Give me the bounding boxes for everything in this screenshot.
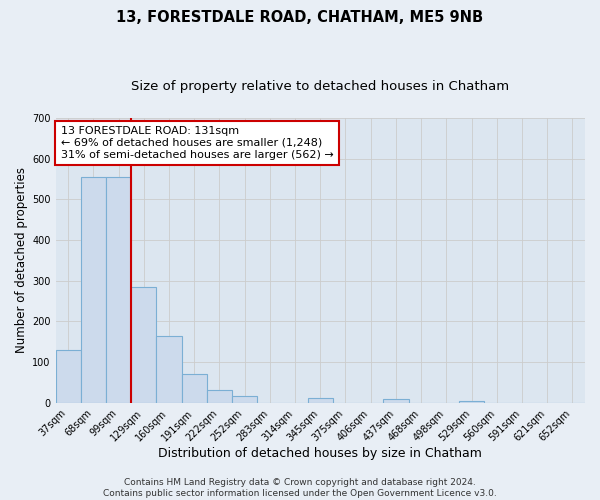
Bar: [308, 398, 333, 403]
Y-axis label: Number of detached properties: Number of detached properties: [15, 168, 28, 354]
Bar: [106, 177, 131, 403]
Text: Contains HM Land Registry data © Crown copyright and database right 2024.
Contai: Contains HM Land Registry data © Crown c…: [103, 478, 497, 498]
Bar: [207, 390, 232, 403]
Bar: [182, 374, 207, 403]
Bar: [131, 287, 157, 403]
Bar: [81, 177, 106, 403]
X-axis label: Distribution of detached houses by size in Chatham: Distribution of detached houses by size …: [158, 447, 482, 460]
Bar: [232, 396, 257, 403]
Text: 13 FORESTDALE ROAD: 131sqm
← 69% of detached houses are smaller (1,248)
31% of s: 13 FORESTDALE ROAD: 131sqm ← 69% of deta…: [61, 126, 334, 160]
Bar: [383, 399, 409, 403]
Bar: [157, 336, 182, 403]
Text: 13, FORESTDALE ROAD, CHATHAM, ME5 9NB: 13, FORESTDALE ROAD, CHATHAM, ME5 9NB: [116, 10, 484, 25]
Bar: [56, 350, 81, 403]
Title: Size of property relative to detached houses in Chatham: Size of property relative to detached ho…: [131, 80, 509, 93]
Bar: [459, 400, 484, 403]
